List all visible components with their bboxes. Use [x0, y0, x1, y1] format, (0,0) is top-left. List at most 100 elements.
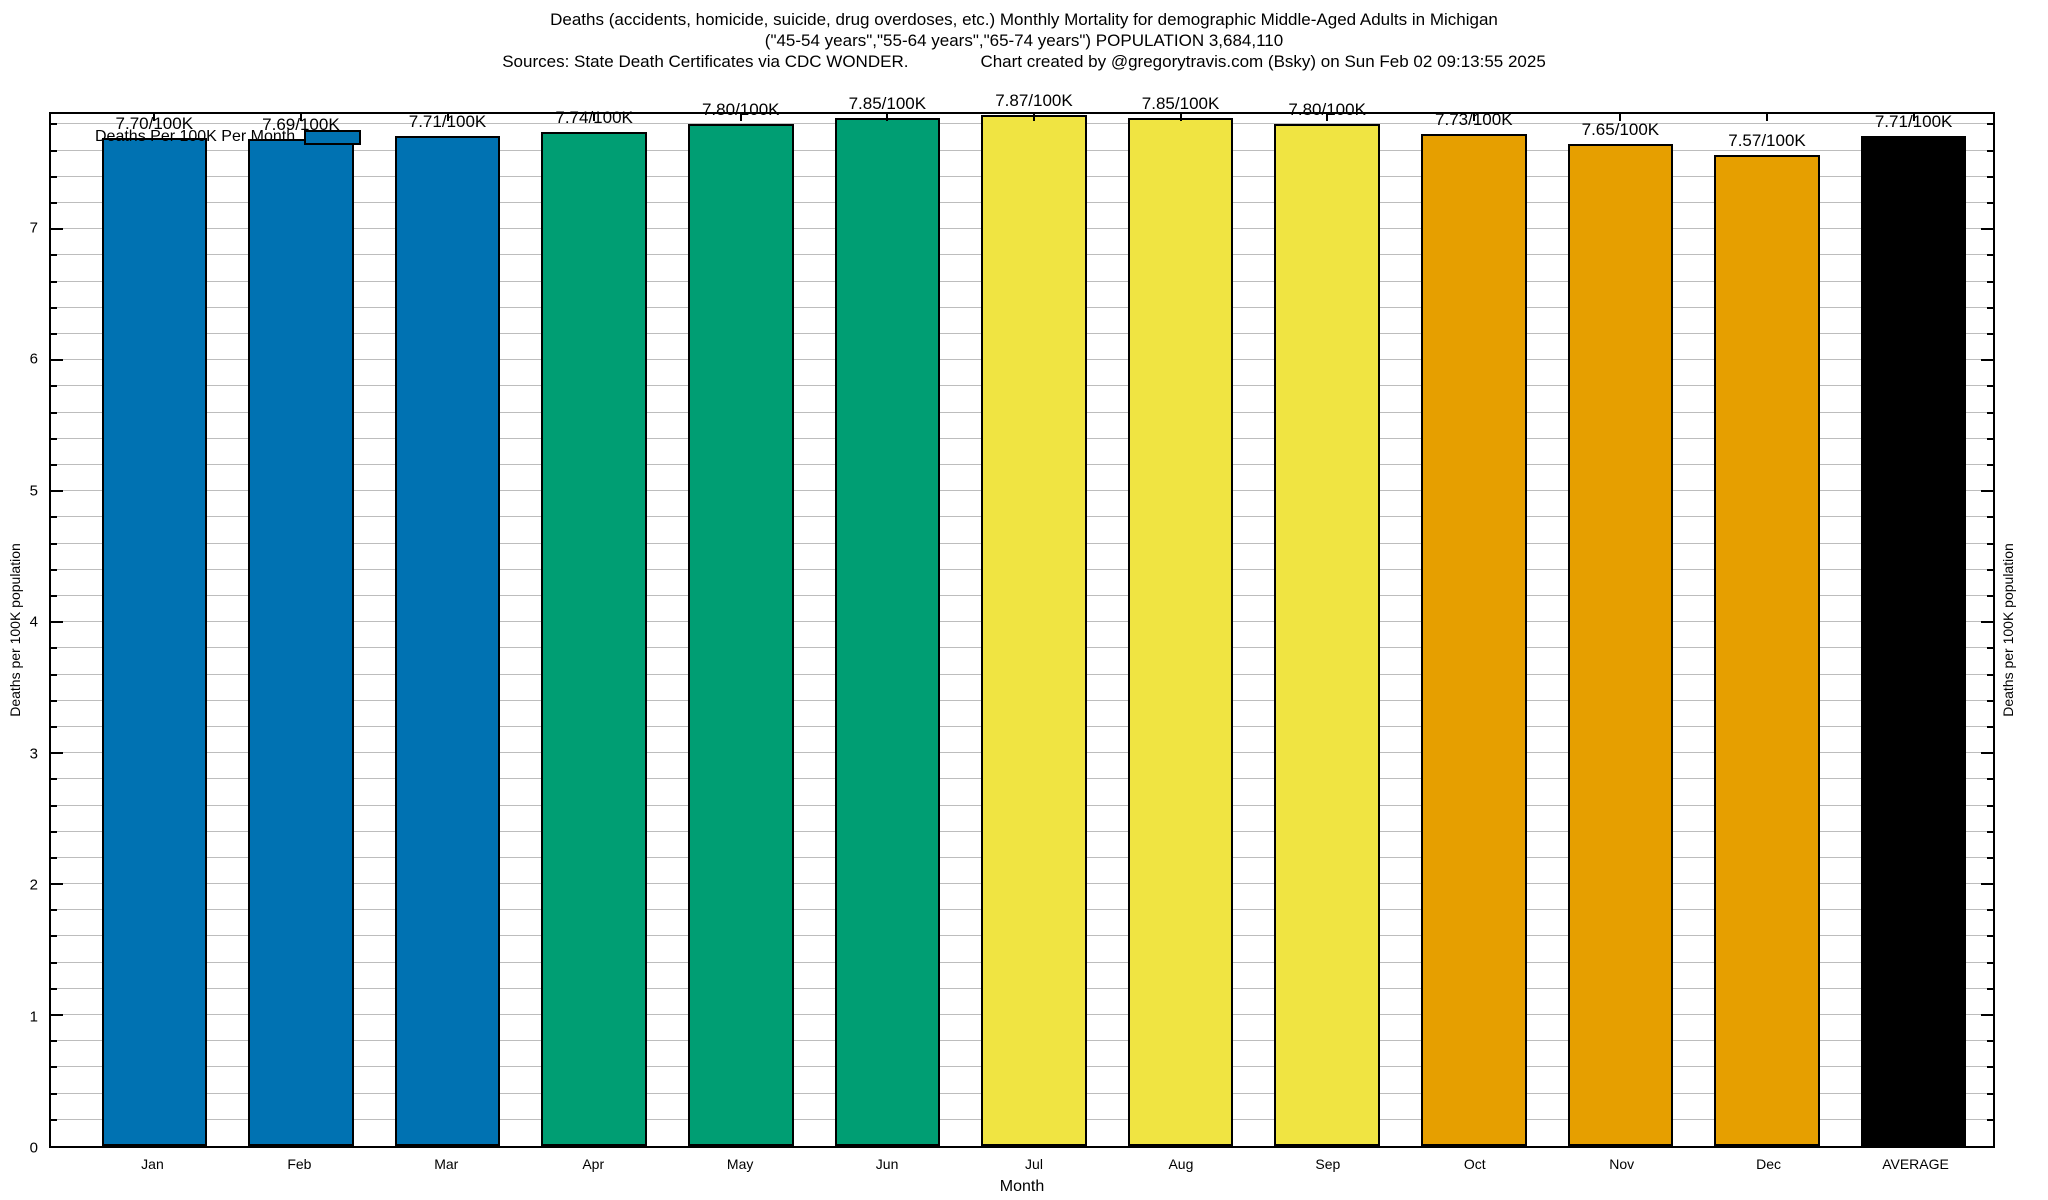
x-axis-top-tick: [1032, 114, 1035, 121]
y-axis-tick: [51, 830, 57, 833]
x-tick-label: Dec: [1756, 1156, 1782, 1172]
y-axis-tick: [1987, 673, 1993, 676]
x-axis-top-tick: [1912, 114, 1915, 121]
y-axis-tick: [1987, 987, 1993, 990]
x-axis-top-tick: [886, 114, 889, 121]
y-axis-tick: [51, 359, 63, 362]
y-axis-tick: [1987, 1092, 1993, 1095]
y-axis-tick: [51, 909, 57, 912]
chart-sources-note: Sources: State Death Certificates via CD…: [502, 52, 909, 71]
y-axis-tick: [51, 673, 57, 676]
legend-label: Deaths Per 100K Per Month: [95, 128, 296, 145]
chart-source-line: Sources: State Death Certificates via CD…: [0, 51, 2048, 72]
x-tick-label: Nov: [1609, 1156, 1635, 1172]
bar-jul: [981, 115, 1087, 1146]
bar-slot-sep: 7.80/100K: [1254, 100, 1401, 1146]
y-axis-tick: [1987, 594, 1993, 597]
y-axis-tick: [1981, 621, 1993, 624]
y-axis-tick: [1987, 333, 1993, 336]
y-tick-label: 5: [29, 482, 38, 500]
y-axis-tick: [1987, 568, 1993, 571]
y-axis-tick: [1981, 883, 1993, 886]
y-axis-tick: [1987, 1118, 1993, 1121]
bar-dec: [1714, 154, 1820, 1146]
y-axis-tick: [51, 516, 57, 519]
y-axis-tick: [51, 385, 57, 388]
y-axis-tick: [1987, 437, 1993, 440]
x-axis-top-tick: [153, 114, 156, 121]
bar-aug: [1127, 117, 1234, 1146]
bar-value-label: 7.69/100K: [262, 114, 340, 134]
x-axis-top-tick: [593, 114, 596, 121]
y-axis-tick: [1987, 464, 1993, 466]
y-axis-tick: [1987, 149, 1993, 152]
bar-slot-nov: 7.65/100K: [1547, 114, 1694, 1146]
y-axis-tick: [51, 725, 57, 728]
chart-subtitle: ("45-54 years","55-64 years","65-74 year…: [764, 31, 1284, 50]
y-axis-tick: [51, 228, 63, 231]
y-axis-tick: [1987, 123, 1993, 126]
y-axis-tick: [51, 464, 57, 466]
x-axis-tick-labels: Jan Feb Mar Apr May Jun Jul Aug Sep Oct Nov Dec AVER…: [49, 1156, 1995, 1172]
bar-value-label: 7.80/100K: [1288, 100, 1366, 120]
y-axis-tick: [1987, 1066, 1993, 1069]
bar-value-label: 7.85/100K: [848, 93, 927, 113]
bar-value-label: 7.87/100K: [995, 91, 1073, 111]
y-tick-label: 7: [29, 219, 38, 237]
y-axis-tick: [1987, 699, 1993, 702]
x-tick-label: Aug: [1168, 1156, 1194, 1172]
bar-slot-dec: 7.57/100K: [1694, 114, 1841, 1146]
y-axis-tick: [1987, 1040, 1993, 1043]
y-axis-tick: [51, 411, 57, 414]
y-axis-tick: [51, 621, 63, 624]
y-axis-tick: [1987, 961, 1993, 964]
y-axis-tick: [1987, 725, 1993, 728]
x-axis-top-tick: [1619, 114, 1622, 121]
y-axis-tick: [51, 752, 63, 755]
x-tick-label: Jan: [141, 1156, 164, 1172]
y-axis-tick: [51, 935, 57, 938]
bar-sep: [1274, 124, 1380, 1146]
y-axis-tick: [1987, 647, 1993, 650]
y-axis-tick: [1987, 909, 1993, 912]
y-axis-tick: [51, 647, 57, 650]
y-axis-tick: [51, 202, 57, 205]
bar-mar: [394, 136, 501, 1146]
x-tick-label: Mar: [434, 1156, 459, 1172]
bar-slot-average: 7.71/100K: [1840, 112, 1987, 1146]
x-axis-top-tick: [1766, 114, 1768, 121]
y-axis-tick: [1981, 752, 1993, 755]
y-tick-label: 6: [29, 350, 38, 368]
y-axis-tick: [1987, 411, 1993, 414]
y-axis-tick: [51, 778, 57, 781]
x-axis-top-tick: [1326, 114, 1329, 121]
y-axis-tick: [1987, 385, 1993, 388]
chart-title: Deaths (accidents, homicide, suicide, dr…: [550, 10, 1498, 29]
y-axis-tick: [51, 1118, 57, 1121]
x-tick-label: Oct: [1463, 1156, 1486, 1172]
chart-credit-note: Chart created by @gregorytravis.com (Bsk…: [980, 52, 1546, 71]
y-axis-tick: [1987, 830, 1993, 833]
y-axis-tick: [51, 1014, 63, 1017]
y-axis-tick: [1987, 542, 1993, 545]
x-axis-top-tick: [739, 114, 742, 121]
x-axis-top-tick: [446, 114, 449, 121]
bar-average: [1860, 136, 1967, 1146]
y-axis-tick: [51, 123, 57, 126]
y-axis-tick: [51, 856, 57, 859]
x-axis-top-tick: [1179, 114, 1182, 121]
y-axis-tick: [51, 149, 57, 152]
bar-value-label: 7.57/100K: [1728, 130, 1806, 150]
y-axis-tick: [51, 175, 57, 178]
x-tick-label: Jun: [875, 1156, 899, 1172]
bar-value-label: 7.70/100K: [115, 113, 194, 133]
bar-slot-may: 7.80/100K: [667, 100, 814, 1146]
y-axis-tick: [1987, 280, 1993, 283]
bar-slot-jan: 7.70/100K: [81, 114, 228, 1146]
bar-slot-apr: 7.74/100K: [521, 108, 668, 1146]
y-axis-tick: [51, 490, 63, 493]
y-axis-tick: [1987, 175, 1993, 178]
y-axis-tick: [51, 568, 57, 571]
x-axis-title: Month: [999, 1178, 1045, 1195]
y-tick-label: 4: [29, 613, 38, 631]
